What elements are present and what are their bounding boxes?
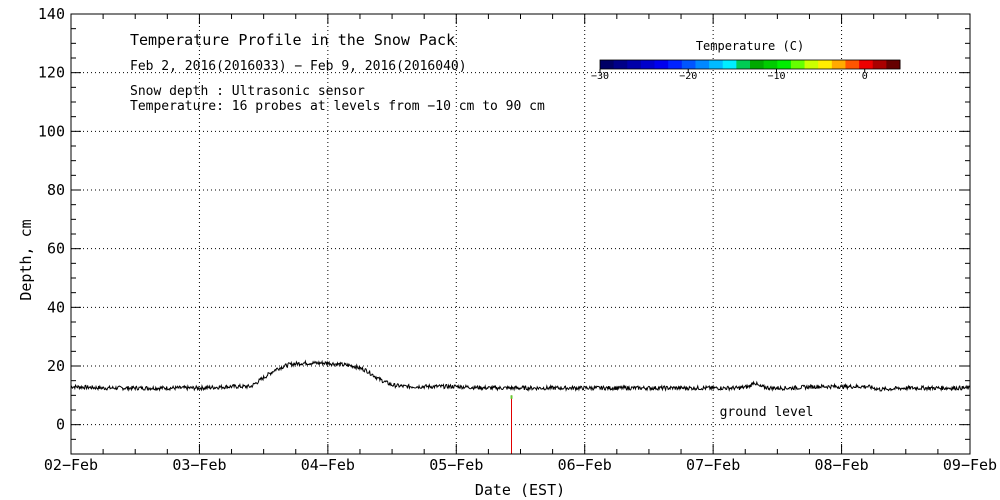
x-tick-label: 08−Feb: [814, 456, 868, 474]
note-temperature: Temperature: 16 probes at levels from −1…: [130, 99, 545, 114]
colorbar-segment: [668, 60, 683, 69]
grid-layer: [71, 14, 970, 454]
x-axis-title: Date (EST): [475, 481, 565, 499]
colorbar-segment: [640, 60, 656, 69]
colorbar-tick-label: −20: [679, 71, 697, 82]
colorbar-segment: [804, 60, 819, 69]
colorbar-segment: [750, 60, 765, 69]
chart-title: Temperature Profile in the Snow Pack: [130, 31, 455, 49]
y-tick-label: 60: [47, 240, 65, 258]
note-snow-depth: Snow depth : Ultrasonic sensor: [130, 84, 365, 99]
colorbar-segment: [790, 60, 806, 69]
colorbar-segment: [859, 60, 874, 69]
colorbar-segment: [681, 60, 696, 69]
colorbar-segment: [613, 60, 628, 69]
colorbar-segment: [722, 60, 737, 69]
x-tick-label: 04−Feb: [301, 456, 355, 474]
x-tick-label: 09−Feb: [943, 456, 997, 474]
colorbar-segment: [600, 60, 615, 69]
colorbar-segment: [845, 60, 860, 69]
series-line-snow-depth: [70, 359, 971, 392]
colorbar-segment: [818, 60, 833, 69]
y-tick-label: 20: [47, 357, 65, 375]
colorbar-tick-label: 0: [862, 71, 868, 82]
colorbar-tick-label: −10: [767, 71, 785, 82]
y-tick-label: 120: [38, 64, 65, 82]
colorbar-segment: [886, 60, 901, 69]
y-tick-label: 40: [47, 298, 65, 316]
y-tick-label: 0: [56, 416, 65, 434]
colorbar-title: Temperature (C): [696, 39, 804, 53]
x-tick-label: 06−Feb: [558, 456, 612, 474]
x-tick-label: 02−Feb: [44, 456, 98, 474]
y-tick-label: 80: [47, 181, 65, 199]
chart-subtitle: Feb 2, 2016(2016033) − Feb 9, 2016(20160…: [130, 59, 467, 74]
data-layer: ground level: [70, 359, 971, 454]
y-axis-title: Depth, cm: [17, 219, 35, 300]
colorbar-segment: [736, 60, 751, 69]
x-tick-label: 07−Feb: [686, 456, 740, 474]
colorbar-frame: [599, 59, 901, 70]
colorbar-segment: [777, 60, 792, 69]
colorbar-segment: [763, 60, 778, 69]
colorbar-tick-label: −30: [591, 71, 609, 82]
x-tick-label: 03−Feb: [172, 456, 226, 474]
temperature-colorbar: −30 −20 −10 0: [591, 59, 901, 82]
tick-layer: 02−Feb 03−Feb 04−Feb 05−Feb 06−Feb 07−Feb 08−F…: [38, 5, 997, 474]
y-tick-label: 100: [38, 122, 65, 140]
colorbar-segment: [831, 60, 846, 69]
colorbar-segment: [654, 60, 669, 69]
y-tick-label: 140: [38, 5, 65, 23]
colorbar-segment: [872, 60, 887, 69]
annotation-ground-level: ground level: [720, 405, 814, 420]
colorbar-segment: [709, 60, 724, 69]
x-tick-label: 05−Feb: [429, 456, 483, 474]
colorbar-segment: [695, 60, 710, 69]
colorbar-segment: [627, 60, 642, 69]
